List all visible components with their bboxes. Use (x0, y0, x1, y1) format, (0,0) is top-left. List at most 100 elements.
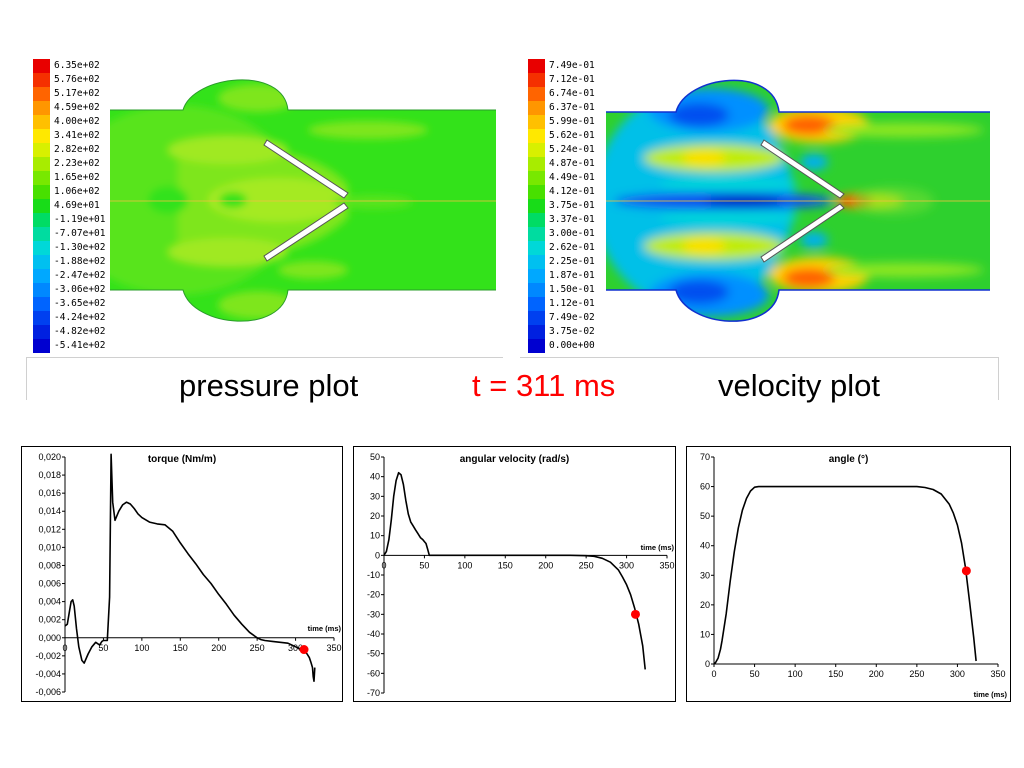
velocity-contour-plot (606, 79, 990, 322)
x-tick-label: 150 (498, 560, 513, 570)
time-caption: t = 311 ms (472, 368, 616, 403)
x-tick-label: 0 (62, 643, 67, 653)
legend-swatch (528, 269, 545, 283)
current-time-marker (299, 645, 309, 655)
legend-swatch (528, 87, 545, 101)
legend-label: -3.06e+02 (54, 284, 106, 295)
legend-entry: 2.25e-01 (528, 255, 618, 269)
legend-label: -3.65e+02 (54, 298, 106, 309)
torque-chart-svg: 0,020 0,018 0,016 0,014 0,012 0,010 0,008 0,006… (35, 452, 341, 697)
legend-label: 1.65e+02 (54, 172, 100, 183)
legend-label: 3.75e-02 (549, 326, 595, 337)
y-tick-label: 40 (370, 472, 380, 482)
legend-swatch (528, 101, 545, 115)
x-tick-label: 100 (457, 560, 472, 570)
x-tick-label: 350 (990, 669, 1005, 679)
legend-entry: 2.62e-01 (528, 241, 618, 255)
legend-swatch (528, 255, 545, 269)
legend-entry: -3.65e+02 (33, 297, 123, 311)
legend-swatch (33, 269, 50, 283)
y-tick-label: 60 (700, 482, 710, 492)
legend-label: 4.12e-01 (549, 186, 595, 197)
legend-swatch (33, 255, 50, 269)
chart-title: angular velocity (rad/s) (459, 454, 570, 465)
y-tick-label: 50 (700, 511, 710, 521)
legend-entry: 5.99e-01 (528, 115, 618, 129)
x-tick-label: 350 (326, 643, 341, 653)
y-tick-label: 0,016 (38, 488, 61, 498)
x-tick-label: 50 (419, 560, 429, 570)
legend-swatch (33, 143, 50, 157)
legend-label: 2.23e+02 (54, 158, 100, 169)
legend-entry: 3.00e-01 (528, 227, 618, 241)
legend-swatch (33, 171, 50, 185)
legend-swatch (528, 325, 545, 339)
legend-swatch (33, 311, 50, 325)
legend-swatch (528, 227, 545, 241)
y-tick-label: 0,010 (38, 542, 61, 552)
y-tick-label: 20 (370, 511, 380, 521)
y-tick-label: 0,014 (38, 506, 61, 516)
angular-velocity-chart: angular velocity (rad/s) 50 40 30 20 10 0 -10 -… (353, 446, 676, 702)
chart-title: torque (Nm/m) (147, 454, 217, 465)
legend-label: 7.12e-01 (549, 74, 595, 85)
legend-label: 4.00e+02 (54, 116, 100, 127)
legend-label: 2.25e-01 (549, 256, 595, 267)
x-tick-label: 200 (211, 643, 226, 653)
legend-label: 6.37e-01 (549, 102, 595, 113)
legend-swatch (528, 115, 545, 129)
legend-swatch (528, 339, 545, 353)
y-tick-label: 30 (370, 491, 380, 501)
current-time-marker (961, 566, 971, 576)
x-axis-label: time (ms) (641, 543, 675, 552)
legend-swatch (528, 59, 545, 73)
legend-swatch (33, 227, 50, 241)
legend-entry: 7.49e-02 (528, 311, 618, 325)
legend-swatch (528, 185, 545, 199)
y-tick-label: -10 (367, 570, 380, 580)
y-tick-label: 20 (700, 600, 710, 610)
legend-swatch (528, 311, 545, 325)
legend-label: 4.87e-01 (549, 158, 595, 169)
legend-label: 4.59e+02 (54, 102, 100, 113)
y-tick-label: -70 (367, 688, 380, 698)
y-tick-label: 0,012 (38, 524, 61, 534)
legend-swatch (33, 129, 50, 143)
velocity-legend: 7.49e-01 7.12e-01 6.74e-01 6.37e-01 5.99e-01… (528, 59, 623, 353)
x-tick-label: 50 (98, 643, 108, 653)
x-tick-label: 0 (381, 560, 386, 570)
legend-label: 1.87e-01 (549, 270, 595, 281)
y-tick-label: 0,018 (38, 470, 61, 480)
caption-frame-left (26, 357, 503, 400)
legend-swatch (528, 129, 545, 143)
legend-entry: 3.37e-01 (528, 213, 618, 227)
y-tick-label: 0,002 (38, 615, 61, 625)
legend-entry: 6.37e-01 (528, 101, 618, 115)
x-tick-label: 150 (173, 643, 188, 653)
legend-entry: 6.35e+02 (33, 59, 123, 73)
legend-entry: 7.49e-01 (528, 59, 618, 73)
legend-label: -4.82e+02 (54, 326, 106, 337)
series-line (383, 471, 646, 670)
legend-entry: 4.69e+01 (33, 199, 123, 213)
y-tick-label: -50 (367, 649, 380, 659)
legend-entry: -4.82e+02 (33, 325, 123, 339)
legend-label: 3.75e-01 (549, 200, 595, 211)
legend-entry: 3.75e-02 (528, 325, 618, 339)
legend-entry: -1.19e+01 (33, 213, 123, 227)
legend-swatch (33, 115, 50, 129)
legend-entry: 1.65e+02 (33, 171, 123, 185)
legend-entry: 0.00e+00 (528, 339, 618, 353)
x-tick-label: 0 (711, 669, 716, 679)
legend-swatch (528, 199, 545, 213)
x-tick-label: 150 (828, 669, 843, 679)
legend-entry: 2.82e+02 (33, 143, 123, 157)
x-axis-label: time (ms) (974, 690, 1008, 699)
legend-label: 5.62e-01 (549, 130, 595, 141)
x-tick-label: 250 (579, 560, 594, 570)
legend-label: 5.24e-01 (549, 144, 595, 155)
legend-entry: 4.59e+02 (33, 101, 123, 115)
legend-entry: 4.49e-01 (528, 171, 618, 185)
